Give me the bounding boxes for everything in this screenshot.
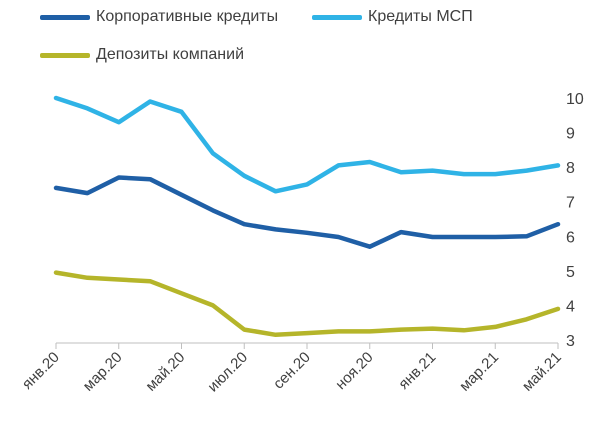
legend-swatch-sme-loans — [312, 14, 362, 20]
legend-swatch-corporate-loans — [40, 14, 90, 20]
legend-item-sme-loans: Кредиты МСП — [312, 8, 473, 26]
x-tick-label: янв.21 — [395, 349, 439, 393]
x-tick-label: май.20 — [142, 349, 188, 395]
legend-item-corporate-loans: Корпоративные кредиты — [40, 8, 278, 26]
y-tick-label: 9 — [566, 126, 575, 143]
x-tick-label: май.21 — [519, 349, 565, 395]
x-tick-label: ноя.20 — [332, 349, 376, 393]
legend-item-company-deposits: Депозиты компаний — [40, 46, 244, 64]
series-line-2 — [53, 270, 561, 338]
y-tick-label: 6 — [566, 229, 575, 246]
x-tick-label: июл.20 — [204, 349, 251, 396]
legend-label-company-deposits: Депозиты компаний — [96, 46, 245, 63]
x-tick-label: сен.20 — [270, 349, 314, 393]
series-line-0 — [53, 175, 561, 249]
chart-legend: Корпоративные кредиты Кредиты МСП Депози… — [40, 8, 580, 68]
x-tick-label: янв.20 — [19, 349, 63, 393]
y-tick-label: 4 — [566, 298, 575, 315]
y-tick-label: 8 — [566, 160, 575, 177]
legend-label-corporate-loans: Корпоративные кредиты — [96, 8, 279, 25]
series-line-1 — [53, 95, 561, 194]
legend-swatch-company-deposits — [40, 52, 90, 58]
y-tick-label: 5 — [566, 264, 575, 281]
x-tick-label: мар.21 — [456, 349, 502, 395]
y-tick-label: 10 — [566, 91, 584, 108]
y-tick-label: 3 — [566, 333, 575, 350]
x-tick-label: мар.20 — [80, 349, 126, 395]
y-tick-label: 7 — [566, 195, 575, 212]
legend-label-sme-loans: Кредиты МСП — [368, 8, 473, 25]
